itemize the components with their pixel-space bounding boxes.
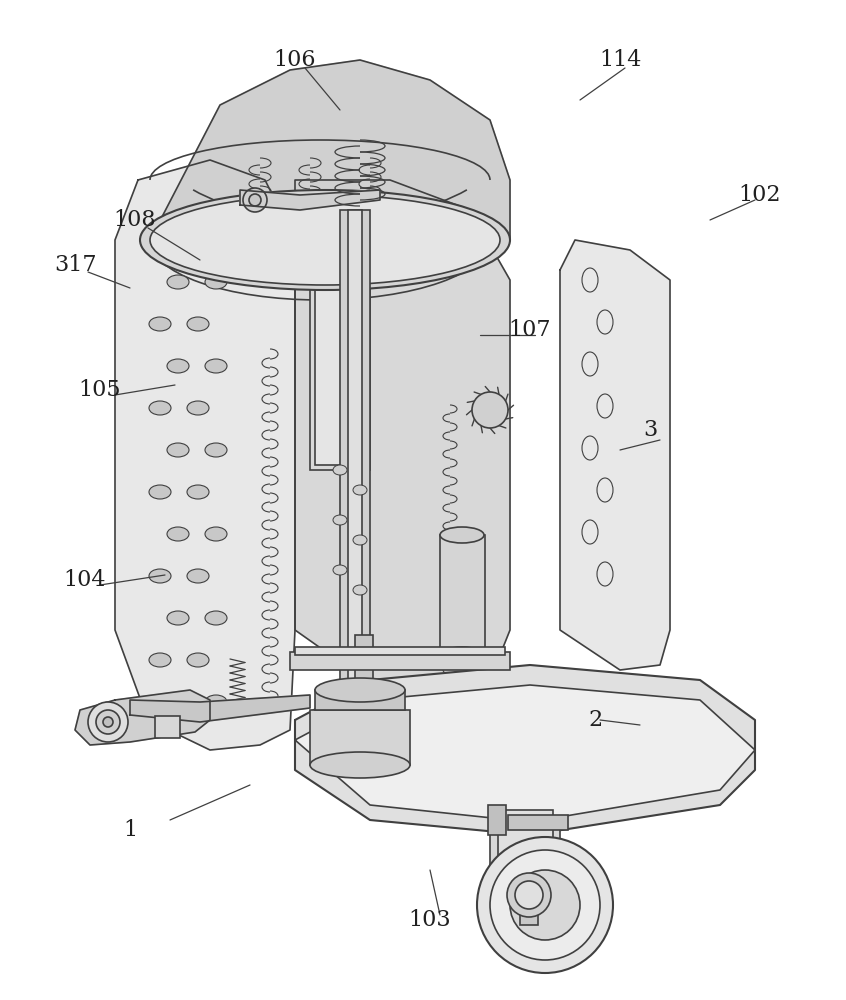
Ellipse shape: [333, 565, 347, 575]
Circle shape: [515, 881, 543, 909]
Bar: [310, 710, 410, 765]
Circle shape: [96, 710, 120, 734]
Bar: [155, 716, 180, 738]
Ellipse shape: [167, 275, 189, 289]
Text: 2: 2: [588, 709, 602, 731]
Bar: [315, 275, 365, 465]
Text: 107: 107: [508, 319, 552, 341]
Bar: [290, 652, 510, 670]
Ellipse shape: [353, 585, 367, 595]
Ellipse shape: [140, 190, 510, 290]
Ellipse shape: [205, 527, 227, 541]
Ellipse shape: [353, 535, 367, 545]
Bar: [340, 210, 370, 690]
Bar: [295, 647, 505, 655]
Ellipse shape: [149, 401, 171, 415]
Ellipse shape: [187, 485, 209, 499]
Ellipse shape: [205, 359, 227, 373]
Ellipse shape: [149, 485, 171, 499]
Bar: [488, 805, 506, 835]
Bar: [508, 815, 568, 830]
Ellipse shape: [187, 569, 209, 583]
Ellipse shape: [205, 275, 227, 289]
Ellipse shape: [205, 695, 227, 709]
Bar: [520, 900, 538, 925]
Text: 102: 102: [739, 184, 781, 206]
Ellipse shape: [440, 647, 484, 663]
Ellipse shape: [205, 611, 227, 625]
Ellipse shape: [167, 527, 189, 541]
Bar: [498, 810, 553, 860]
Ellipse shape: [353, 485, 367, 495]
Circle shape: [477, 837, 613, 973]
Ellipse shape: [310, 752, 410, 778]
Ellipse shape: [187, 401, 209, 415]
Bar: [348, 210, 362, 690]
Text: 3: 3: [643, 419, 657, 441]
Polygon shape: [240, 190, 380, 210]
Ellipse shape: [187, 653, 209, 667]
Ellipse shape: [149, 317, 171, 331]
Bar: [490, 820, 560, 905]
Ellipse shape: [150, 195, 500, 285]
Ellipse shape: [333, 515, 347, 525]
Circle shape: [510, 870, 580, 940]
Ellipse shape: [315, 678, 405, 702]
Text: 108: 108: [113, 209, 157, 231]
Polygon shape: [115, 160, 295, 750]
Ellipse shape: [440, 527, 484, 543]
Ellipse shape: [205, 443, 227, 457]
Circle shape: [472, 392, 508, 428]
Text: 103: 103: [409, 909, 451, 931]
Ellipse shape: [167, 695, 189, 709]
Ellipse shape: [167, 443, 189, 457]
Text: 104: 104: [63, 569, 107, 591]
Polygon shape: [295, 665, 755, 835]
Ellipse shape: [333, 465, 347, 475]
Bar: [440, 535, 485, 655]
Circle shape: [507, 873, 551, 917]
Circle shape: [103, 717, 113, 727]
Ellipse shape: [187, 317, 209, 331]
Text: 317: 317: [54, 254, 96, 276]
Ellipse shape: [149, 653, 171, 667]
Polygon shape: [295, 685, 755, 822]
Text: 114: 114: [599, 49, 641, 71]
Polygon shape: [130, 695, 310, 722]
Circle shape: [243, 188, 267, 212]
Text: 106: 106: [274, 49, 316, 71]
Bar: [310, 270, 370, 470]
Circle shape: [490, 850, 600, 960]
Circle shape: [88, 702, 128, 742]
Polygon shape: [560, 240, 670, 670]
Polygon shape: [295, 180, 510, 695]
Text: 105: 105: [79, 379, 121, 401]
Bar: [355, 635, 373, 705]
Ellipse shape: [167, 359, 189, 373]
Polygon shape: [150, 60, 510, 240]
Text: 1: 1: [123, 819, 137, 841]
Polygon shape: [75, 690, 210, 745]
Bar: [315, 690, 405, 710]
Ellipse shape: [149, 569, 171, 583]
Ellipse shape: [167, 611, 189, 625]
Circle shape: [249, 194, 261, 206]
